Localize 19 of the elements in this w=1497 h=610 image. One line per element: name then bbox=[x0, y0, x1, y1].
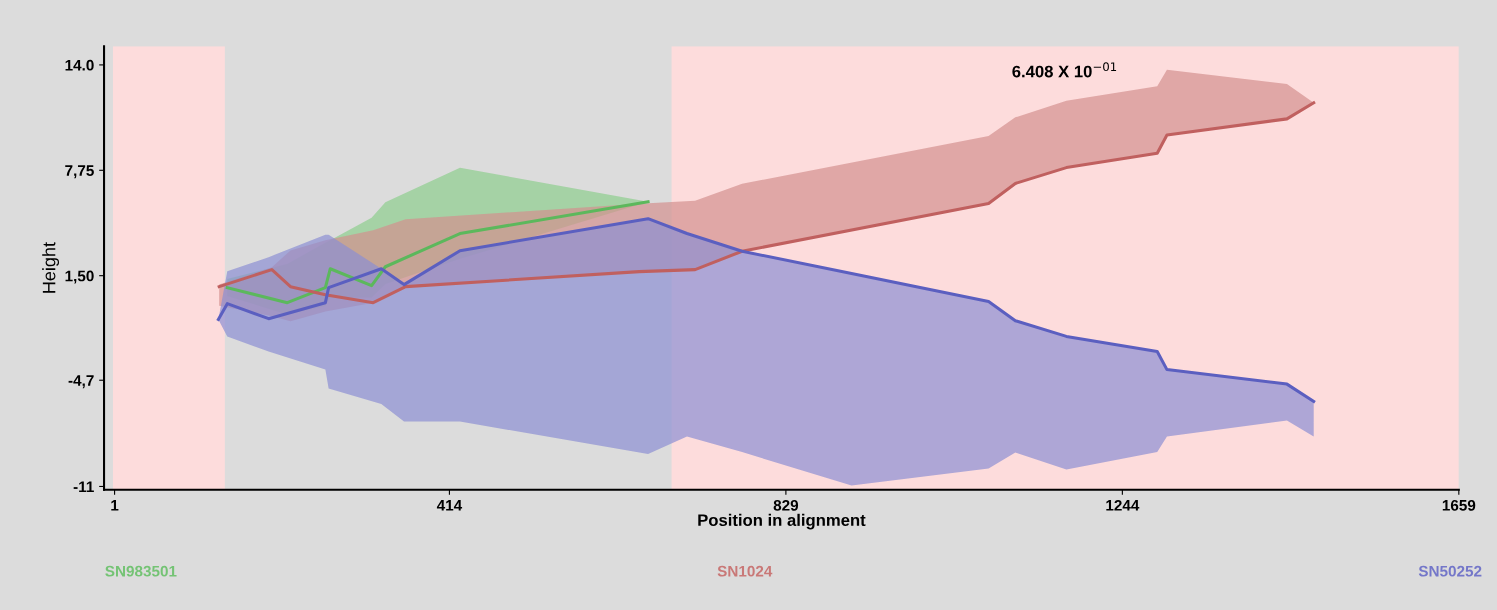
x-tick-label: 829 bbox=[773, 499, 799, 511]
line-series bbox=[217, 101, 1316, 305]
y-tick-label: 7,75 bbox=[65, 165, 94, 179]
y-tick-label: -11 bbox=[73, 481, 94, 492]
x-tick-label: 1659 bbox=[1442, 499, 1476, 511]
x-axis-title: Position in alignment bbox=[698, 513, 866, 530]
x-tick-label: 1244 bbox=[1106, 499, 1140, 511]
x-tick-label: 1 bbox=[111, 500, 119, 511]
y-axis-title: Height bbox=[42, 242, 60, 293]
text: SN983501 bbox=[105, 565, 177, 577]
text: SN1024 bbox=[717, 565, 773, 577]
line-series bbox=[216, 217, 1316, 403]
y-tick-label: 14.0 bbox=[65, 59, 94, 71]
y-tick-label: 1,50 bbox=[65, 270, 94, 284]
annotation: 6.408 X 10$^{−01}$ bbox=[1012, 62, 1117, 78]
text: SN50252 bbox=[1418, 565, 1482, 577]
line-series bbox=[225, 200, 650, 305]
x-tick-label: 414 bbox=[436, 500, 463, 511]
y-tick-label: -4,7 bbox=[68, 375, 94, 389]
